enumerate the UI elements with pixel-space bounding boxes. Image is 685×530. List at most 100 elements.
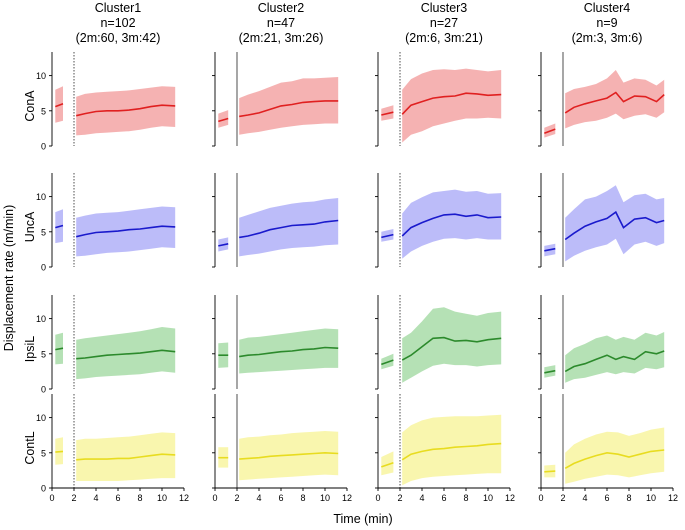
y-tick-label: 0 [41,385,46,395]
panel [375,295,502,390]
y-axis [212,52,216,147]
y-tick-label: 10 [36,71,46,81]
panel [212,52,339,147]
y-axis [538,173,542,268]
mean-line-post [239,451,339,460]
y-axis [375,394,379,489]
band-post [565,427,665,484]
column-header-title: Cluster3 [421,1,468,15]
panel [212,295,339,390]
mean-line-post [564,210,665,241]
y-axis [375,173,379,268]
x-tick-label: 10 [320,493,330,503]
mean-line-pre [55,347,64,351]
y-axis [212,173,216,268]
mean-line-pre [218,117,229,123]
band-post [565,185,665,262]
mean-line-post [564,449,665,469]
mean-line-pre [55,450,64,453]
x-tick-label: 2 [234,493,239,503]
y-tick-label: 5 [41,349,46,359]
mean-line-post [564,350,665,373]
band-post [239,198,339,257]
panel: 0 5 10 [36,295,176,395]
row-label: ContL [23,431,37,464]
panel: 0 5 10 0 2 4 6 8 10 12 [36,394,189,503]
panel [538,52,665,147]
x-tick-label: 4 [93,493,98,503]
y-tick-label: 0 [41,484,46,494]
y-axis [212,394,216,489]
mean-line-pre [381,461,394,468]
column-header-detail: (2m:21, 3m:26) [239,31,324,45]
column-header-detail: (2m:60, 3m:42) [76,31,161,45]
mean-line-pre [544,369,556,374]
mean-line-post [76,349,176,360]
column-header-title: Cluster2 [258,1,305,15]
mean-line-post [401,213,502,237]
y-axis-label: Displacement rate (m/min) [2,205,16,352]
row-label: UncA [23,211,37,242]
panel [538,295,665,390]
y-tick-label: 0 [41,142,46,152]
x-tick-label: 2 [71,493,76,503]
mean-line-pre [381,111,394,116]
x-axis [377,487,511,491]
panel [375,52,502,147]
row-label: ConA [23,90,37,122]
x-axis-label: Time (min) [333,512,392,526]
x-tick-label: 10 [646,493,656,503]
x-tick-label: 6 [441,493,446,503]
y-axis [49,394,53,489]
mean-line-post [76,104,176,117]
y-tick-label: 5 [41,106,46,116]
y-tick-label: 5 [41,227,46,237]
x-axis [51,487,185,491]
column-header-detail: (2m:6, 3m:21) [405,31,483,45]
y-tick-label: 5 [41,448,46,458]
mean-line-post [76,225,176,238]
x-tick-label: 0 [49,493,54,503]
x-tick-label: 6 [115,493,120,503]
x-tick-label: 8 [463,493,468,503]
mean-line-post [239,100,339,118]
x-tick-label: 8 [626,493,631,503]
x-axis [540,487,674,491]
y-axis [49,173,53,268]
band-post [76,206,176,257]
panel [538,173,665,268]
y-tick-label: 10 [36,413,46,423]
band-pre [381,451,394,476]
x-tick-label: 0 [375,493,380,503]
y-tick-label: 10 [36,314,46,324]
panel: 0 2 4 6 8 10 12 [375,394,515,503]
column-header-detail: (2m:3, 3m:6) [572,31,643,45]
panel [375,173,502,268]
band-post [402,189,502,259]
x-tick-label: 12 [668,493,678,503]
x-tick-label: 6 [278,493,283,503]
row-label: IpsiL [23,336,37,362]
panel: 0 2 4 6 8 10 12 [212,394,352,503]
band-post [565,332,665,383]
mean-line-post [401,336,502,361]
x-tick-label: 2 [560,493,565,503]
band-pre [218,110,229,128]
mean-line-post [76,453,176,461]
x-tick-label: 12 [342,493,352,503]
x-tick-label: 8 [300,493,305,503]
x-tick-label: 12 [179,493,189,503]
mean-line-pre [218,243,229,247]
y-axis [212,295,216,390]
y-axis [49,52,53,147]
y-axis [538,394,542,489]
panel [212,173,339,268]
mean-line-post [239,346,339,358]
column-header-n: n=27 [430,16,458,30]
band-post [402,307,502,383]
mean-line-post [564,91,665,114]
column-header-n: n=9 [596,16,617,30]
band-post [402,68,502,143]
